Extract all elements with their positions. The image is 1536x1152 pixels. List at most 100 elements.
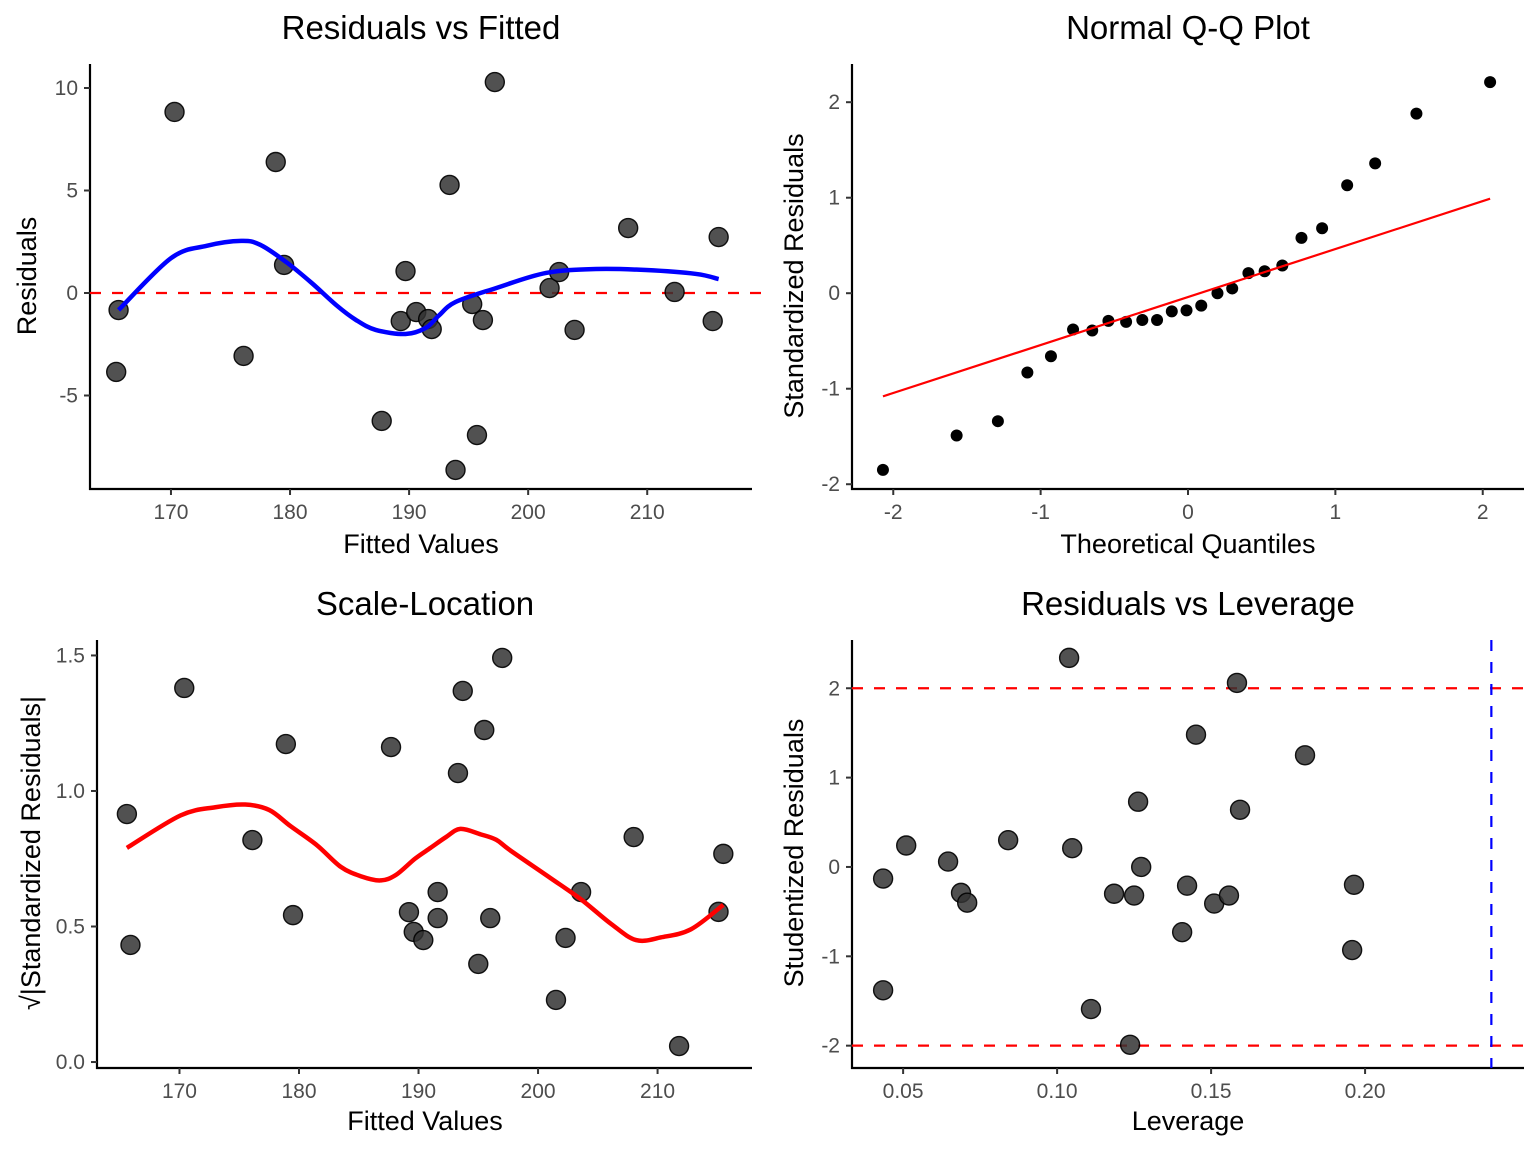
- data-point: [1123, 885, 1145, 906]
- data-point: [174, 677, 195, 699]
- x-axis-title: Fitted Values: [347, 1106, 503, 1136]
- data-point: [956, 892, 978, 913]
- data-point: [997, 829, 1019, 851]
- data-point: [1343, 874, 1365, 896]
- y-tick-label: 2: [828, 677, 840, 700]
- data-point: [452, 680, 473, 702]
- data-point: [466, 424, 488, 446]
- y-tick-label: -1: [821, 945, 840, 968]
- x-tick-label: 180: [273, 501, 308, 524]
- x-tick-label: 200: [511, 501, 546, 524]
- data-point: [664, 281, 685, 303]
- data-point: [564, 319, 585, 341]
- x-tick-label: 200: [521, 1080, 556, 1103]
- x-tick-label: 210: [640, 1080, 675, 1103]
- data-point: [555, 927, 576, 949]
- data-point: [668, 1035, 690, 1057]
- y-tick-label: 0.0: [56, 1051, 85, 1074]
- y-tick-label: 0: [828, 856, 840, 879]
- data-point: [265, 151, 286, 173]
- y-axis-title: Studentized Residuals: [779, 719, 809, 988]
- y-tick-label: -1: [821, 378, 840, 401]
- data-point: [950, 429, 963, 442]
- data-point: [1165, 305, 1178, 318]
- chart-title: Scale-Location: [316, 585, 534, 622]
- y-tick-label: 2: [828, 91, 840, 114]
- y-tick-label: 0: [66, 282, 78, 305]
- data-point: [1044, 350, 1057, 363]
- y-tick-label: 5: [66, 179, 78, 202]
- y-tick-label: 1.5: [56, 644, 85, 667]
- panel-normal-qq: Normal Q-Q Plot Theoretical Quantiles St…: [779, 9, 1524, 559]
- x-tick-label: 0.05: [883, 1080, 924, 1103]
- data-point: [1171, 921, 1193, 943]
- data-point: [233, 345, 254, 367]
- data-point: [1295, 231, 1308, 244]
- y-tick-label: 0.5: [56, 916, 85, 939]
- data-point: [1119, 1034, 1141, 1055]
- data-point: [617, 217, 639, 239]
- data-point: [413, 929, 434, 951]
- data-point: [872, 980, 894, 1001]
- loess-smooth-line: [125, 802, 725, 944]
- y-tick-label: -2: [821, 473, 840, 496]
- x-tick-label: 0: [1182, 501, 1194, 524]
- data-point: [1180, 304, 1193, 317]
- y-tick-label: 10: [55, 77, 78, 100]
- data-point: [120, 934, 141, 956]
- x-tick-label: -2: [884, 501, 903, 524]
- data-point: [491, 647, 513, 669]
- x-axis-title: Fitted Values: [343, 529, 499, 559]
- data-point: [116, 803, 138, 825]
- data-point: [380, 736, 402, 758]
- data-point: [1316, 222, 1329, 235]
- data-point: [1127, 791, 1149, 812]
- x-tick-label: 190: [401, 1080, 436, 1103]
- data-point: [447, 762, 469, 784]
- data-point: [1195, 299, 1208, 312]
- data-point: [474, 719, 495, 741]
- data-point: [275, 733, 297, 755]
- y-tick-label: 1: [828, 767, 840, 790]
- data-point: [468, 953, 489, 975]
- y-axis-title: Standardized Residuals: [779, 133, 809, 418]
- data-point: [1058, 647, 1080, 669]
- x-tick-label: 0.20: [1345, 1080, 1386, 1103]
- qq-reference-line: [882, 197, 1491, 398]
- data-point: [1294, 745, 1316, 766]
- data-point: [872, 868, 894, 889]
- y-tick-label: -5: [59, 385, 78, 408]
- data-point: [282, 904, 304, 926]
- data-point: [545, 989, 567, 1011]
- data-point: [371, 410, 392, 432]
- y-tick-label: 1: [828, 187, 840, 210]
- data-point: [1218, 885, 1240, 906]
- data-point: [390, 310, 411, 332]
- data-point: [164, 101, 185, 123]
- x-axis-title: Theoretical Quantiles: [1060, 529, 1315, 559]
- data-point: [1130, 856, 1152, 878]
- x-tick-label: 170: [162, 1080, 197, 1103]
- loess-smooth-line: [116, 238, 720, 337]
- y-tick-label: -2: [821, 1035, 840, 1058]
- data-point: [1229, 799, 1251, 820]
- x-tick-label: 210: [630, 501, 665, 524]
- data-point: [1136, 313, 1149, 326]
- x-tick-label: 0.10: [1037, 1080, 1078, 1103]
- data-point: [1211, 287, 1224, 300]
- data-point: [539, 277, 560, 299]
- data-point: [1226, 672, 1248, 694]
- data-point: [1080, 998, 1102, 1020]
- data-point: [484, 71, 506, 93]
- data-point: [876, 463, 889, 476]
- x-tick-label: 170: [153, 501, 188, 524]
- panel-residuals-vs-leverage: Residuals vs Leverage Leverage Studentiz…: [779, 585, 1534, 1136]
- data-point: [1185, 724, 1207, 745]
- data-point: [623, 826, 644, 848]
- data-point: [105, 361, 127, 383]
- panel-scale-location: Scale-Location Fitted Values √|Standardi…: [16, 585, 752, 1136]
- x-tick-label: 1: [1330, 501, 1342, 524]
- data-point: [702, 310, 723, 332]
- x-tick-label: 190: [392, 501, 427, 524]
